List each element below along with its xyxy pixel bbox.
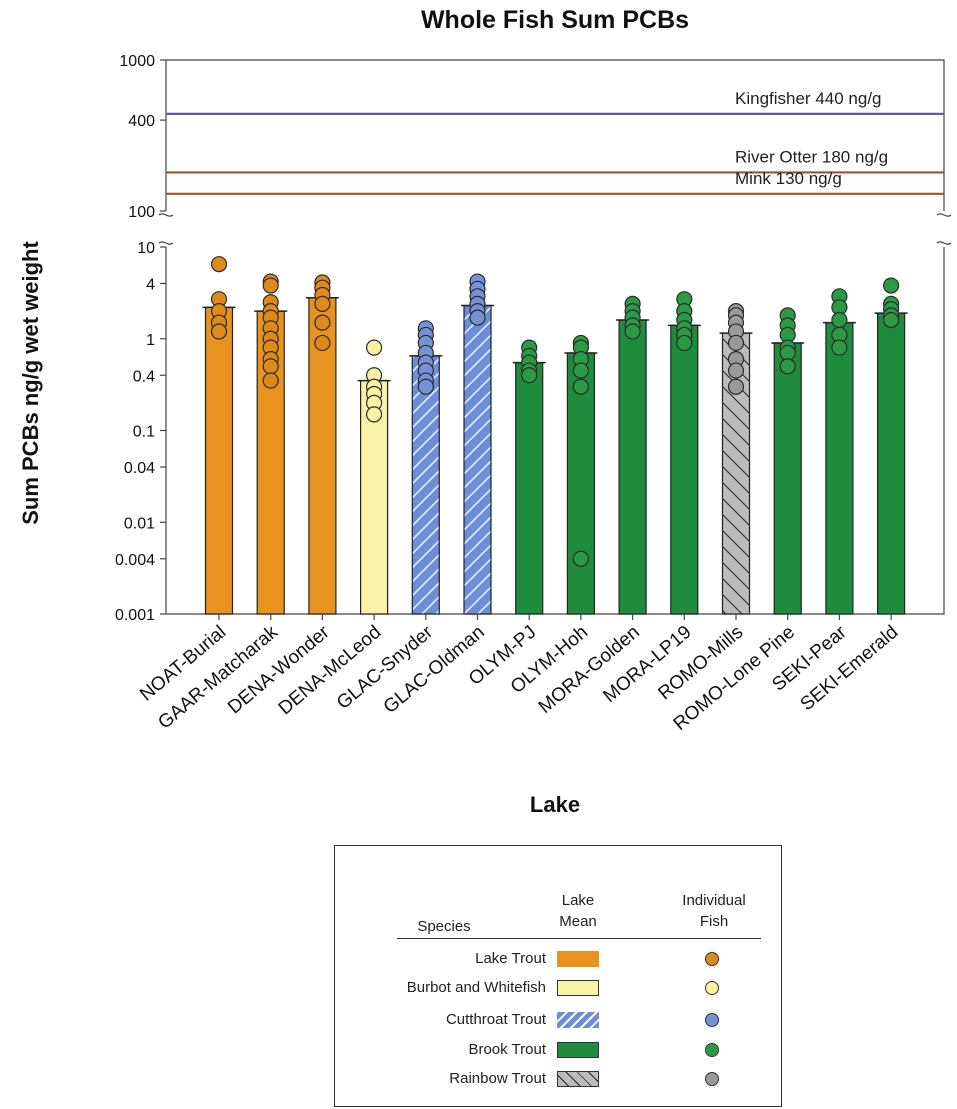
legend-swatch	[557, 1071, 599, 1087]
fish-point	[262, 358, 279, 375]
fish-point	[314, 334, 331, 352]
bar-lake-mean	[618, 319, 647, 615]
legend-header-mean-line1: Lake	[561, 892, 595, 909]
bar-lake-mean	[463, 304, 492, 615]
upper-panel-frame	[165, 59, 945, 211]
fish-point	[831, 311, 848, 329]
pcb-chart: Whole Fish Sum PCBs Sum PCBs ng/g wet we…	[18, 6, 952, 817]
y-tick-label: 0.01	[124, 515, 155, 532]
axis-break-mark	[158, 241, 174, 245]
fish-point	[314, 314, 331, 331]
legend-row-cutthroat-trout: Cutthroat Trout	[335, 1009, 781, 1033]
legend-swatch	[557, 1042, 599, 1058]
fish-point	[262, 372, 279, 389]
bar-lake-mean	[825, 321, 854, 615]
fish-point	[366, 339, 383, 356]
fish-point	[882, 311, 900, 329]
y-tick-label: 0.004	[115, 552, 155, 569]
fish-point	[882, 277, 900, 294]
legend-header-species: Species	[417, 918, 471, 935]
threshold-label: River Otter 180 ng/g	[735, 147, 888, 166]
y-tick-label: 10	[137, 240, 155, 257]
legend-row-brook-trout: Brook Trout	[335, 1039, 781, 1063]
fish-point	[831, 339, 848, 356]
bar-lake-mean	[670, 324, 699, 615]
legend-header-fish-line2: Fish	[699, 913, 729, 930]
bar-lake-mean	[411, 355, 440, 615]
legend-label: Rainbow Trout	[449, 1070, 546, 1087]
legend-header-fish-line1: Individual	[682, 892, 746, 909]
fish-point	[779, 358, 796, 375]
legend-header-mean-line2: Mean	[559, 913, 597, 930]
threshold-label: Kingfisher 440 ng/g	[735, 89, 882, 108]
x-axis-label: Lake	[530, 792, 580, 817]
bar-lake-mean	[515, 361, 544, 615]
threshold-label: Mink 130 ng/g	[735, 169, 842, 188]
legend: Lake Mean Individual Fish Species Lake T…	[334, 845, 782, 1107]
fish-point	[624, 323, 641, 340]
legend-swatch	[557, 1012, 599, 1028]
fish-point	[727, 378, 745, 395]
legend-label: Brook Trout	[468, 1041, 546, 1058]
fish-point	[314, 295, 331, 312]
fish-point	[676, 334, 693, 352]
y-tick-label: 0.1	[133, 424, 155, 441]
legend-header-rule	[397, 938, 761, 939]
legend-row-lake-trout: Lake Trout	[335, 948, 781, 972]
fish-point	[210, 323, 228, 340]
legend-swatch	[557, 980, 599, 996]
y-tick-label: 4	[146, 277, 155, 294]
axis-break-mark	[158, 213, 174, 217]
legend-label: Burbot and Whitefish	[406, 979, 546, 996]
legend-row-rainbow-trout: Rainbow Trout	[335, 1068, 781, 1092]
bar-lake-mean	[204, 306, 234, 615]
legend-label: Cutthroat Trout	[445, 1011, 546, 1028]
legend-dot	[705, 1043, 719, 1057]
legend-label: Lake Trout	[475, 950, 546, 967]
y-tick-label: 1000	[119, 53, 155, 70]
fish-point	[469, 309, 486, 326]
axis-break-mark	[936, 241, 952, 245]
legend-dot	[705, 952, 719, 966]
fish-point	[727, 334, 745, 352]
legend-header-mean: Lake Mean	[535, 890, 621, 932]
bar-lake-mean	[876, 312, 906, 615]
fish-point	[572, 378, 590, 395]
fish-point	[779, 344, 796, 362]
legend-dot	[705, 1072, 719, 1086]
fish-point	[521, 367, 538, 384]
fish-point	[727, 362, 745, 379]
y-tick-label: 100	[128, 204, 155, 221]
axis-break-mark	[936, 213, 952, 217]
fish-point	[366, 406, 383, 423]
fish-point	[262, 277, 279, 294]
y-tick-label: 400	[128, 113, 155, 130]
y-tick-label: 0.001	[115, 607, 155, 624]
fish-point	[210, 256, 228, 273]
y-tick-label: 0.04	[124, 460, 155, 477]
bar-lake-mean	[773, 342, 802, 615]
y-tick-label: 1	[146, 332, 155, 349]
legend-row-burbot-whitefish: Burbot and Whitefish	[335, 977, 781, 1001]
fish-point	[572, 362, 590, 379]
legend-swatch	[557, 951, 599, 967]
fish-point	[572, 550, 590, 567]
legend-header-fish: Individual Fish	[659, 890, 769, 932]
legend-dot	[705, 981, 719, 995]
y-axis-label: Sum PCBs ng/g wet weight	[18, 241, 43, 525]
fish-point	[417, 378, 434, 395]
chart-title: Whole Fish Sum PCBs	[421, 6, 689, 34]
legend-dot	[705, 1013, 719, 1027]
y-tick-label: 0.4	[133, 368, 155, 385]
